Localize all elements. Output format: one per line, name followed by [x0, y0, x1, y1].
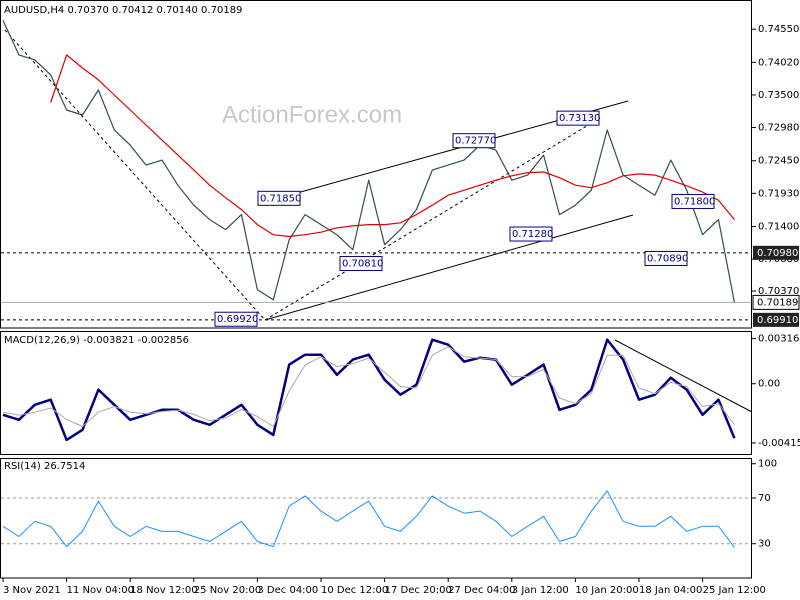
- level-label: 0.69910: [757, 315, 798, 326]
- y-tick-label: 0.003164: [758, 334, 800, 345]
- annotation-label: 0.72770: [455, 136, 496, 147]
- rsi-title: RSI(14) 26.7514: [4, 461, 85, 472]
- x-tick-label: 11 Nov 04:00: [67, 585, 134, 596]
- y-tick-label: 0.00: [758, 379, 780, 390]
- price-frame: [0, 0, 752, 329]
- x-tick-label: 17 Dec 20:00: [385, 585, 452, 596]
- x-tick-label: 25 Jan 12:00: [703, 585, 766, 596]
- annotation-label: 0.70810: [342, 258, 383, 269]
- macd-trend: [614, 339, 753, 413]
- last-price-box: [752, 294, 800, 310]
- y-tick-label: 0.72980: [758, 123, 799, 134]
- series-line: [2, 346, 735, 427]
- level-label-box: [753, 245, 799, 260]
- annotation-box: [214, 311, 258, 327]
- last-price-label: 0.70189: [757, 297, 798, 308]
- annotation-label: 0.70890: [647, 253, 688, 264]
- y-tick-label: 100: [758, 459, 777, 470]
- annotation-box: [556, 110, 600, 126]
- y-tick-label: 70: [758, 493, 771, 504]
- rsi-frame: [0, 458, 752, 579]
- annotation-label: 0.71280: [512, 229, 553, 240]
- annotation-box: [509, 226, 553, 242]
- macd-frame: [0, 331, 752, 455]
- annotation-label: 0.71800: [674, 196, 715, 207]
- labels: AUDUSD,H4 0.70370 0.70412 0.70140 0.7018…: [4, 5, 242, 472]
- x-tick-label: 10 Dec 12:00: [321, 585, 388, 596]
- plots: [1, 20, 751, 548]
- annotation-box: [257, 190, 301, 206]
- dashed-trend: [4, 29, 266, 321]
- x-tick-label: 18 Jan 04:00: [639, 585, 702, 596]
- y-tick-label: 0.73500: [758, 90, 799, 101]
- x-tick-label: 3 Dec 04:00: [257, 585, 318, 596]
- price-title: AUDUSD,H4 0.70370 0.70412 0.70140 0.7018…: [4, 5, 242, 16]
- x-tick-label: 25 Nov 20:00: [194, 585, 261, 596]
- series-line: [50, 54, 735, 238]
- dashed-trend: [264, 117, 601, 321]
- x-tick-label: 18 Nov 12:00: [130, 585, 197, 596]
- annotation-box: [671, 193, 715, 209]
- y-tick-label: 0.71930: [758, 188, 799, 199]
- annotation-label: 0.69920: [217, 314, 258, 325]
- x-tick-label: 3 Jan 12:00: [512, 585, 569, 596]
- series-line: [2, 20, 735, 303]
- frames: [0, 0, 752, 579]
- series-line: [2, 490, 735, 548]
- annotation-box: [452, 133, 496, 149]
- watermark: ActionForex.com: [222, 101, 402, 128]
- y-tick-label: 30: [758, 539, 771, 550]
- y-tick-label: 0.74020: [758, 57, 799, 68]
- macd-title: MACD(12,26,9) -0.003821 -0.002856: [4, 335, 189, 346]
- annotation-box: [339, 255, 383, 271]
- y-tick-label: 0.72450: [758, 156, 799, 167]
- x-tick-label: 27 Dec 04:00: [448, 585, 515, 596]
- x-tick-label: 10 Jan 20:00: [575, 585, 638, 596]
- x-tick-label: 3 Nov 2021: [3, 585, 61, 596]
- y-tick-label: 0.74550: [758, 24, 799, 35]
- y-tick-label: -0.004154: [758, 438, 800, 449]
- level-label: 0.70980: [757, 248, 798, 259]
- y-tick-label: 0.71400: [758, 222, 799, 233]
- level-label-box: [753, 312, 799, 327]
- y-tick-label: 0.70370: [758, 286, 799, 297]
- annotation-label: 0.73130: [559, 113, 600, 124]
- annotation-label: 0.71850: [260, 193, 301, 204]
- annotation-box: [644, 250, 688, 266]
- series-line: [2, 338, 736, 442]
